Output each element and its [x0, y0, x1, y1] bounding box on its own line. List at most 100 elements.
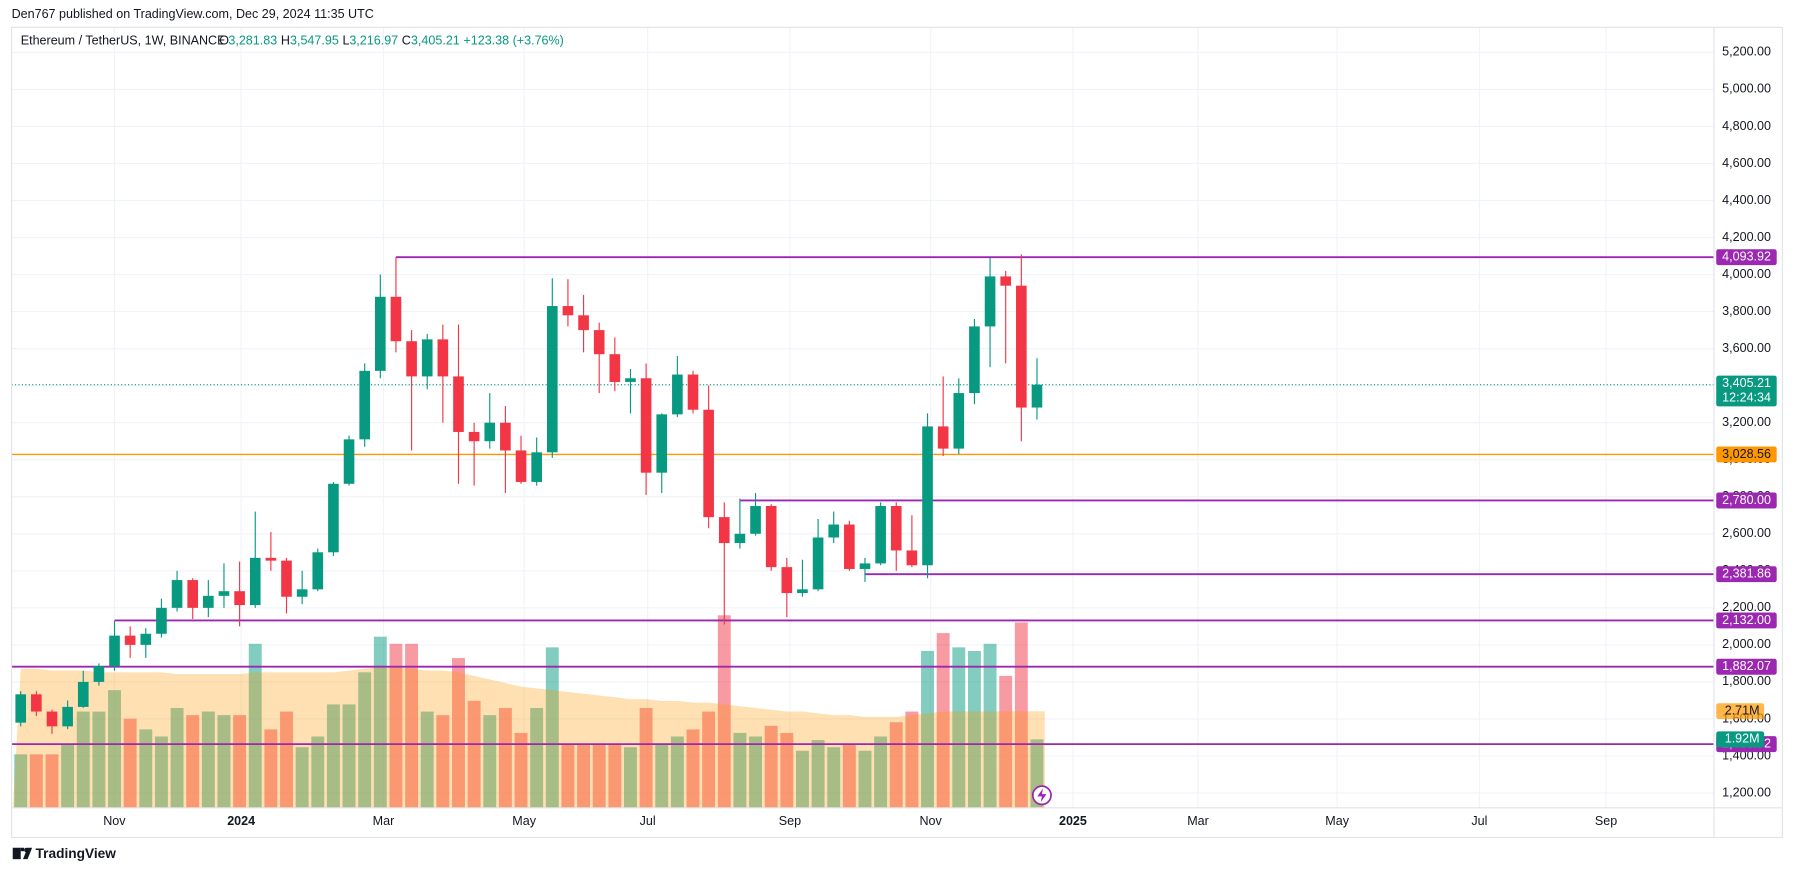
alert-icon[interactable] [1031, 785, 1052, 806]
volume-bar [405, 643, 419, 808]
volume-bar [795, 750, 809, 808]
volume-ma-pill [1716, 703, 1765, 720]
volume-bar [842, 743, 856, 808]
volume-bar [233, 715, 247, 808]
volume-bar [983, 643, 997, 808]
volume-bar [702, 711, 716, 808]
candle-body [625, 378, 636, 382]
candle-body [171, 580, 183, 608]
y-tick-label: 4,600.00 [1722, 156, 1771, 170]
y-tick-label: 2,600.00 [1722, 526, 1771, 540]
y-tick-label: 2,000.00 [1722, 637, 1771, 651]
candle-body [906, 550, 918, 566]
candle-body [249, 557, 261, 606]
candle-body [859, 563, 871, 569]
candle-body [984, 276, 996, 327]
volume-bar [577, 743, 591, 808]
legend-h: H [281, 33, 290, 47]
legend-c: C [402, 33, 411, 47]
volume-bar [921, 650, 934, 808]
candle-body [656, 414, 668, 473]
volume-bar [858, 750, 872, 808]
volume-bar [248, 643, 262, 808]
x-tick-label: May [512, 814, 536, 828]
y-tick-label: 2,200.00 [1722, 600, 1771, 614]
candle-body [77, 681, 89, 707]
x-tick-label: Jul [640, 814, 656, 828]
candle-body [781, 567, 793, 594]
candle-body [484, 422, 496, 442]
candle-body [609, 354, 621, 382]
candle-body [890, 506, 902, 551]
legend-o: O [219, 33, 229, 47]
candle-body [468, 431, 480, 442]
y-tick-label: 1,800.00 [1722, 674, 1771, 688]
candle-body [1031, 384, 1043, 408]
candle-body [718, 517, 730, 544]
candle-body [140, 633, 152, 645]
volume-bar [780, 732, 794, 808]
volume-bar [749, 736, 763, 808]
volume-bar [764, 725, 778, 808]
volume-bar [280, 711, 293, 808]
candle-body [31, 694, 42, 712]
level-label: 2,132.00 [1722, 613, 1771, 627]
candle-body [312, 552, 324, 590]
volume-bar [936, 633, 950, 808]
logo [12, 847, 33, 860]
candle-body [375, 296, 386, 371]
candle-body [218, 591, 230, 596]
candle-body [265, 557, 277, 561]
candle-body [515, 450, 527, 482]
volume-bar [1014, 622, 1028, 808]
volume-bar [264, 729, 278, 808]
volume-pane [12, 615, 1045, 808]
y-tick-label: 5,200.00 [1722, 45, 1771, 59]
volume-bar [530, 707, 544, 808]
volume-bar [76, 711, 90, 808]
candle-body [187, 580, 199, 608]
volume-bar [373, 636, 387, 808]
level-label: 4,093.92 [1722, 249, 1771, 263]
volume-label: 1.92M [1725, 732, 1760, 746]
volume-bar [670, 736, 684, 808]
y-tick-label: 4,000.00 [1722, 267, 1771, 281]
candle-body [343, 439, 355, 484]
x-tick-label: May [1325, 814, 1349, 828]
levels [11, 256, 1714, 746]
legend-h-value: 3,547.95 [290, 33, 339, 47]
volume-bar [61, 743, 75, 808]
candle-body [156, 607, 167, 634]
volume-bar [545, 647, 559, 808]
last-price-pill [1716, 375, 1777, 407]
volume-bar [154, 736, 168, 808]
y-tick-label: 3,200.00 [1722, 415, 1771, 429]
y-tick-label: 3,600.00 [1722, 341, 1771, 355]
volume-bar [420, 711, 434, 808]
grid [11, 27, 1714, 808]
volume-bar [389, 643, 403, 808]
legend-l-value: 3,216.97 [349, 33, 398, 47]
candle-body [93, 666, 105, 682]
candle-body [390, 296, 402, 342]
x-tick-label: 2025 [1059, 814, 1087, 828]
volume-bar [952, 647, 966, 808]
axes: 1,200.001,400.001,600.001,800.002,000.00… [103, 45, 1777, 828]
candle-body [281, 560, 292, 597]
candle-body [406, 341, 417, 377]
symbol: Ethereum / TetherUS, 1W, BINANCE [21, 33, 226, 47]
volume-bar [827, 747, 841, 808]
legend-o-value: 3,281.83 [228, 33, 277, 47]
volume-bar [624, 747, 637, 808]
candle-body [124, 635, 136, 645]
candle-body [546, 306, 558, 453]
candle-body [359, 370, 370, 440]
candle-body [828, 524, 840, 538]
x-tick-label: 2024 [227, 814, 255, 828]
legend-l: L [342, 33, 349, 47]
last-price-label: 3,405.21 [1722, 376, 1771, 390]
volume-bar [186, 715, 200, 808]
level-label: 2,780.00 [1722, 493, 1771, 507]
y-tick-label: 3,800.00 [1722, 304, 1771, 318]
candles [15, 254, 1043, 734]
